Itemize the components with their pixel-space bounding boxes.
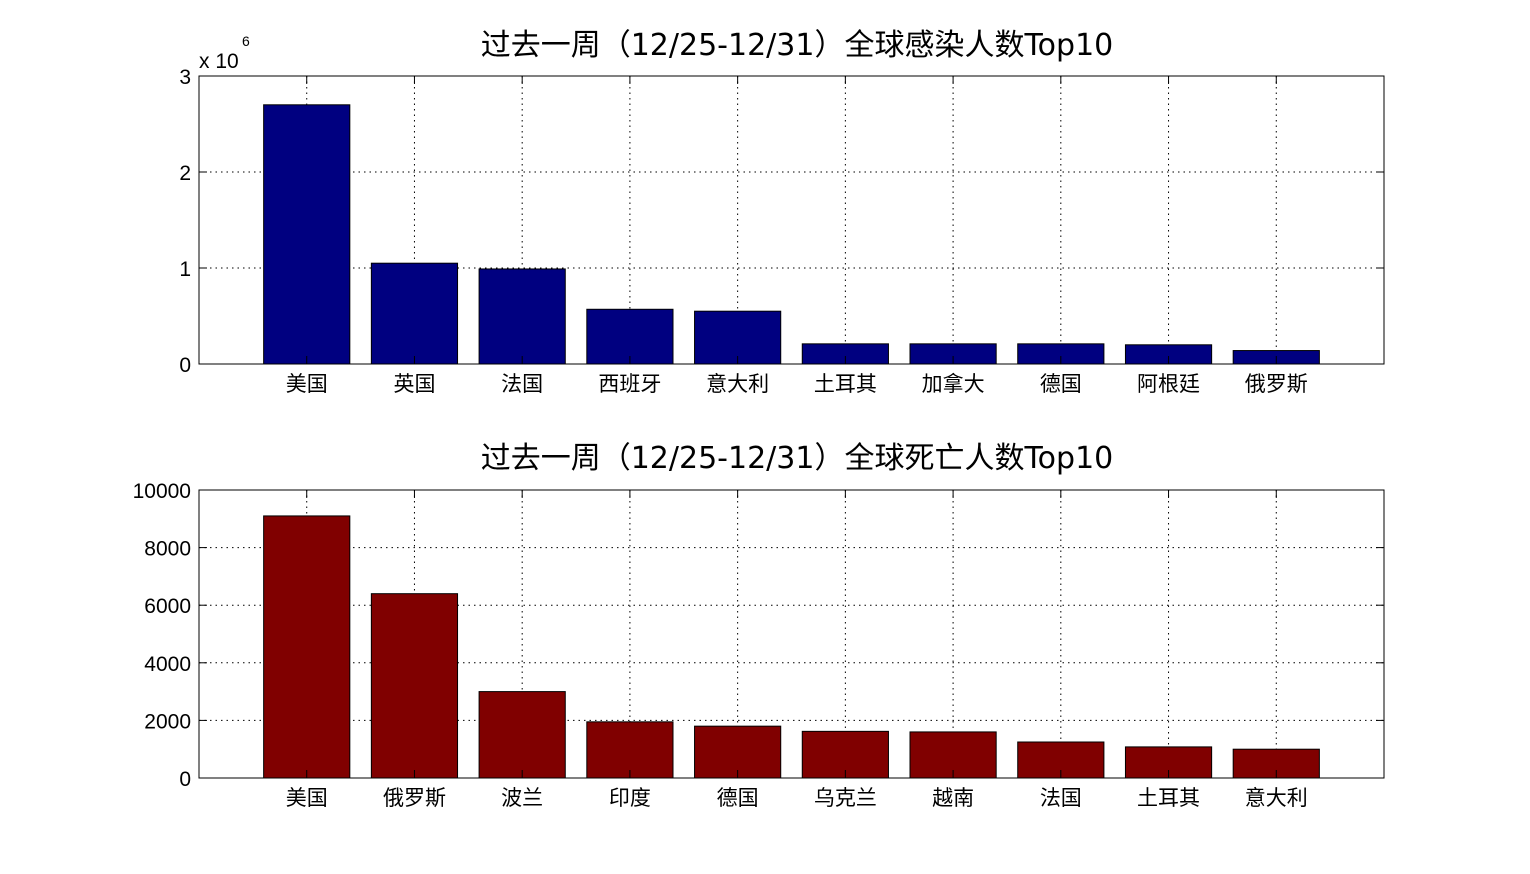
infections-chart: 过去一周（12/25-12/31）全球感染人数Top10 x 10 6 0 1 2 3… bbox=[179, 28, 1385, 396]
infections-bars bbox=[263, 104, 1320, 365]
infections-x-tick-label: 俄罗斯 bbox=[1245, 372, 1308, 396]
infections-x-tick-label: 德国 bbox=[1040, 372, 1082, 396]
infections-bar bbox=[478, 268, 566, 365]
deaths-bar bbox=[263, 515, 351, 779]
infections-y-tick-label: 1 bbox=[179, 258, 191, 281]
y-axis-exponent-base: x 10 bbox=[199, 50, 239, 73]
deaths-x-tick-label: 土耳其 bbox=[1137, 786, 1200, 810]
deaths-x-tick-label: 越南 bbox=[932, 786, 974, 810]
deaths-x-tick-label: 波兰 bbox=[501, 786, 543, 810]
deaths-x-tick-label: 乌克兰 bbox=[814, 786, 877, 810]
deaths-bar bbox=[694, 725, 782, 779]
deaths-x-tick-label: 美国 bbox=[286, 786, 328, 810]
deaths-x-ticks: 美国 俄罗斯 波兰 印度 德国 乌克兰 越南 法国 土耳其 意大利 bbox=[286, 786, 1308, 810]
infections-bar bbox=[370, 262, 459, 365]
deaths-axes bbox=[198, 489, 1385, 779]
deaths-chart-title: 过去一周（12/25-12/31）全球死亡人数Top10 bbox=[481, 441, 1114, 476]
infections-y-tick-label: 2 bbox=[179, 162, 191, 185]
infections-x-tick-label: 土耳其 bbox=[814, 372, 877, 396]
infections-x-tick-label: 美国 bbox=[286, 372, 328, 396]
infections-x-tick-label: 阿根廷 bbox=[1137, 372, 1200, 396]
deaths-axis-box bbox=[198, 489, 1385, 779]
deaths-y-tick-label: 0 bbox=[179, 768, 191, 791]
infections-x-tick-label: 意大利 bbox=[706, 372, 769, 396]
deaths-y-tick-label: 8000 bbox=[144, 538, 191, 561]
deaths-x-tick-label: 俄罗斯 bbox=[383, 786, 446, 810]
deaths-y-tick-label: 6000 bbox=[144, 595, 191, 618]
deaths-y-tick-label: 2000 bbox=[144, 710, 191, 733]
infections-y-ticks: 0 1 2 3 bbox=[179, 66, 191, 377]
deaths-x-tick-label: 印度 bbox=[609, 786, 651, 810]
deaths-chart: 过去一周（12/25-12/31）全球死亡人数Top10 0 2000 4000 60… bbox=[133, 441, 1385, 810]
deaths-y-tick-label: 4000 bbox=[144, 653, 191, 676]
infections-chart-title: 过去一周（12/25-12/31）全球感染人数Top10 bbox=[481, 28, 1114, 63]
deaths-y-tick-label: 10000 bbox=[133, 480, 191, 503]
infections-x-tick-label: 西班牙 bbox=[598, 372, 661, 396]
infections-bar bbox=[694, 310, 782, 365]
infections-grid bbox=[199, 76, 1384, 364]
infections-bar bbox=[586, 308, 674, 365]
y-axis-exponent-power: 6 bbox=[242, 33, 250, 49]
deaths-bar bbox=[370, 593, 459, 779]
infections-x-tick-label: 法国 bbox=[501, 372, 543, 396]
deaths-x-tick-label: 法国 bbox=[1040, 786, 1082, 810]
deaths-x-tick-label: 意大利 bbox=[1245, 786, 1308, 810]
deaths-x-tick-label: 德国 bbox=[717, 786, 759, 810]
infections-x-tick-label: 英国 bbox=[393, 372, 435, 396]
infections-y-tick-label: 3 bbox=[179, 66, 191, 89]
deaths-bar bbox=[586, 721, 674, 779]
deaths-y-ticks: 0 2000 4000 6000 8000 10000 bbox=[133, 480, 191, 791]
infections-axes bbox=[198, 75, 1385, 365]
infections-axis-box bbox=[198, 75, 1385, 365]
deaths-bar bbox=[478, 691, 566, 779]
infections-bar bbox=[263, 104, 351, 365]
infections-y-tick-label: 0 bbox=[179, 354, 191, 377]
infections-x-tick-label: 加拿大 bbox=[922, 372, 985, 396]
infections-x-ticks: 美国 英国 法国 西班牙 意大利 土耳其 加拿大 德国 阿根廷 俄罗斯 bbox=[286, 372, 1308, 396]
